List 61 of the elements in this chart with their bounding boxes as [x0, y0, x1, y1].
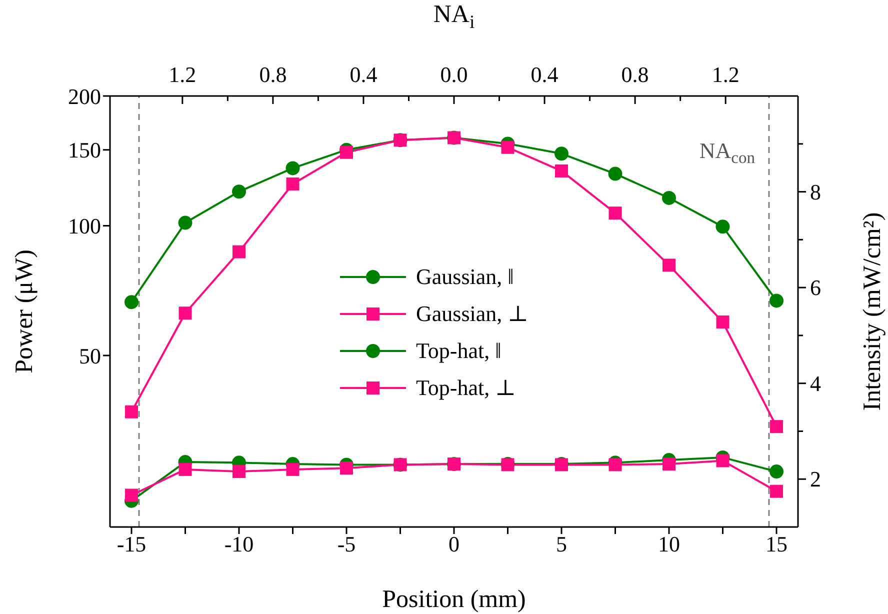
point: [125, 488, 138, 502]
point: [178, 216, 192, 230]
point: [770, 464, 784, 479]
point: [286, 161, 300, 176]
y2-tick-label: 6: [810, 275, 821, 300]
x2-tick-label: 0.4: [530, 62, 558, 87]
point: [608, 458, 622, 472]
point: [340, 462, 353, 475]
point: [662, 190, 676, 205]
x2-tick-label: 0.8: [621, 62, 649, 87]
point: [770, 484, 783, 498]
y-tick-label: 150: [68, 138, 101, 163]
point: [555, 164, 568, 178]
legend-label: Top-hat, ⊥: [416, 374, 516, 400]
point: [178, 306, 192, 320]
point: [608, 166, 622, 181]
x-tick-label: 5: [556, 532, 567, 557]
x2-tick-label: 1.2: [712, 62, 740, 87]
ref-line-label: NA$_{con}$: [699, 138, 755, 168]
legend-label: Gaussian, ‖: [416, 264, 514, 290]
point: [124, 295, 138, 310]
point: [286, 462, 300, 476]
y-axis-title: Power (μW): [10, 250, 38, 374]
y2-axis-title: Intensity (mW/cm²): [858, 212, 886, 411]
point: [662, 258, 676, 272]
x-tick-label: 15: [766, 532, 788, 557]
x-tick-label: 10: [658, 532, 680, 557]
point: [340, 146, 353, 159]
point: [125, 405, 138, 418]
point: [232, 184, 246, 199]
point: [232, 465, 246, 478]
legend-label: Top-hat, ‖: [416, 338, 502, 364]
point: [716, 454, 730, 468]
point: [662, 458, 676, 471]
y-tick-label: 100: [68, 214, 101, 239]
x2-tick-label: 0.8: [259, 62, 287, 87]
point: [770, 294, 784, 308]
x-tick-label: -5: [337, 532, 356, 557]
x2-tick-label: 0.4: [350, 62, 378, 87]
point: [716, 315, 730, 328]
x2-tick-label: 0.0: [440, 62, 468, 87]
point: [716, 220, 730, 234]
x-tick-label: -10: [224, 532, 254, 557]
y2-tick-label: 8: [810, 179, 821, 204]
y-tick-label: 50: [79, 343, 101, 368]
point: [554, 146, 568, 161]
point: [608, 206, 622, 220]
point: [232, 245, 246, 258]
y2-tick-label: 2: [810, 466, 821, 492]
point: [501, 140, 514, 154]
point: [178, 462, 192, 476]
x-axis-title: Position (mm): [382, 586, 526, 613]
y-tick-label: 200: [68, 84, 101, 109]
x-tick-label: 0: [448, 532, 460, 557]
x2-tick-label: 1.2: [168, 62, 196, 87]
y2-tick-label: 4: [810, 370, 821, 396]
x2-axis-title: NA$_{i}$: [433, 1, 475, 33]
x-tick-label: -15: [116, 532, 146, 557]
point: [770, 420, 783, 434]
legend-label: Gaussian, ⊥: [416, 300, 528, 326]
point: [286, 177, 300, 190]
